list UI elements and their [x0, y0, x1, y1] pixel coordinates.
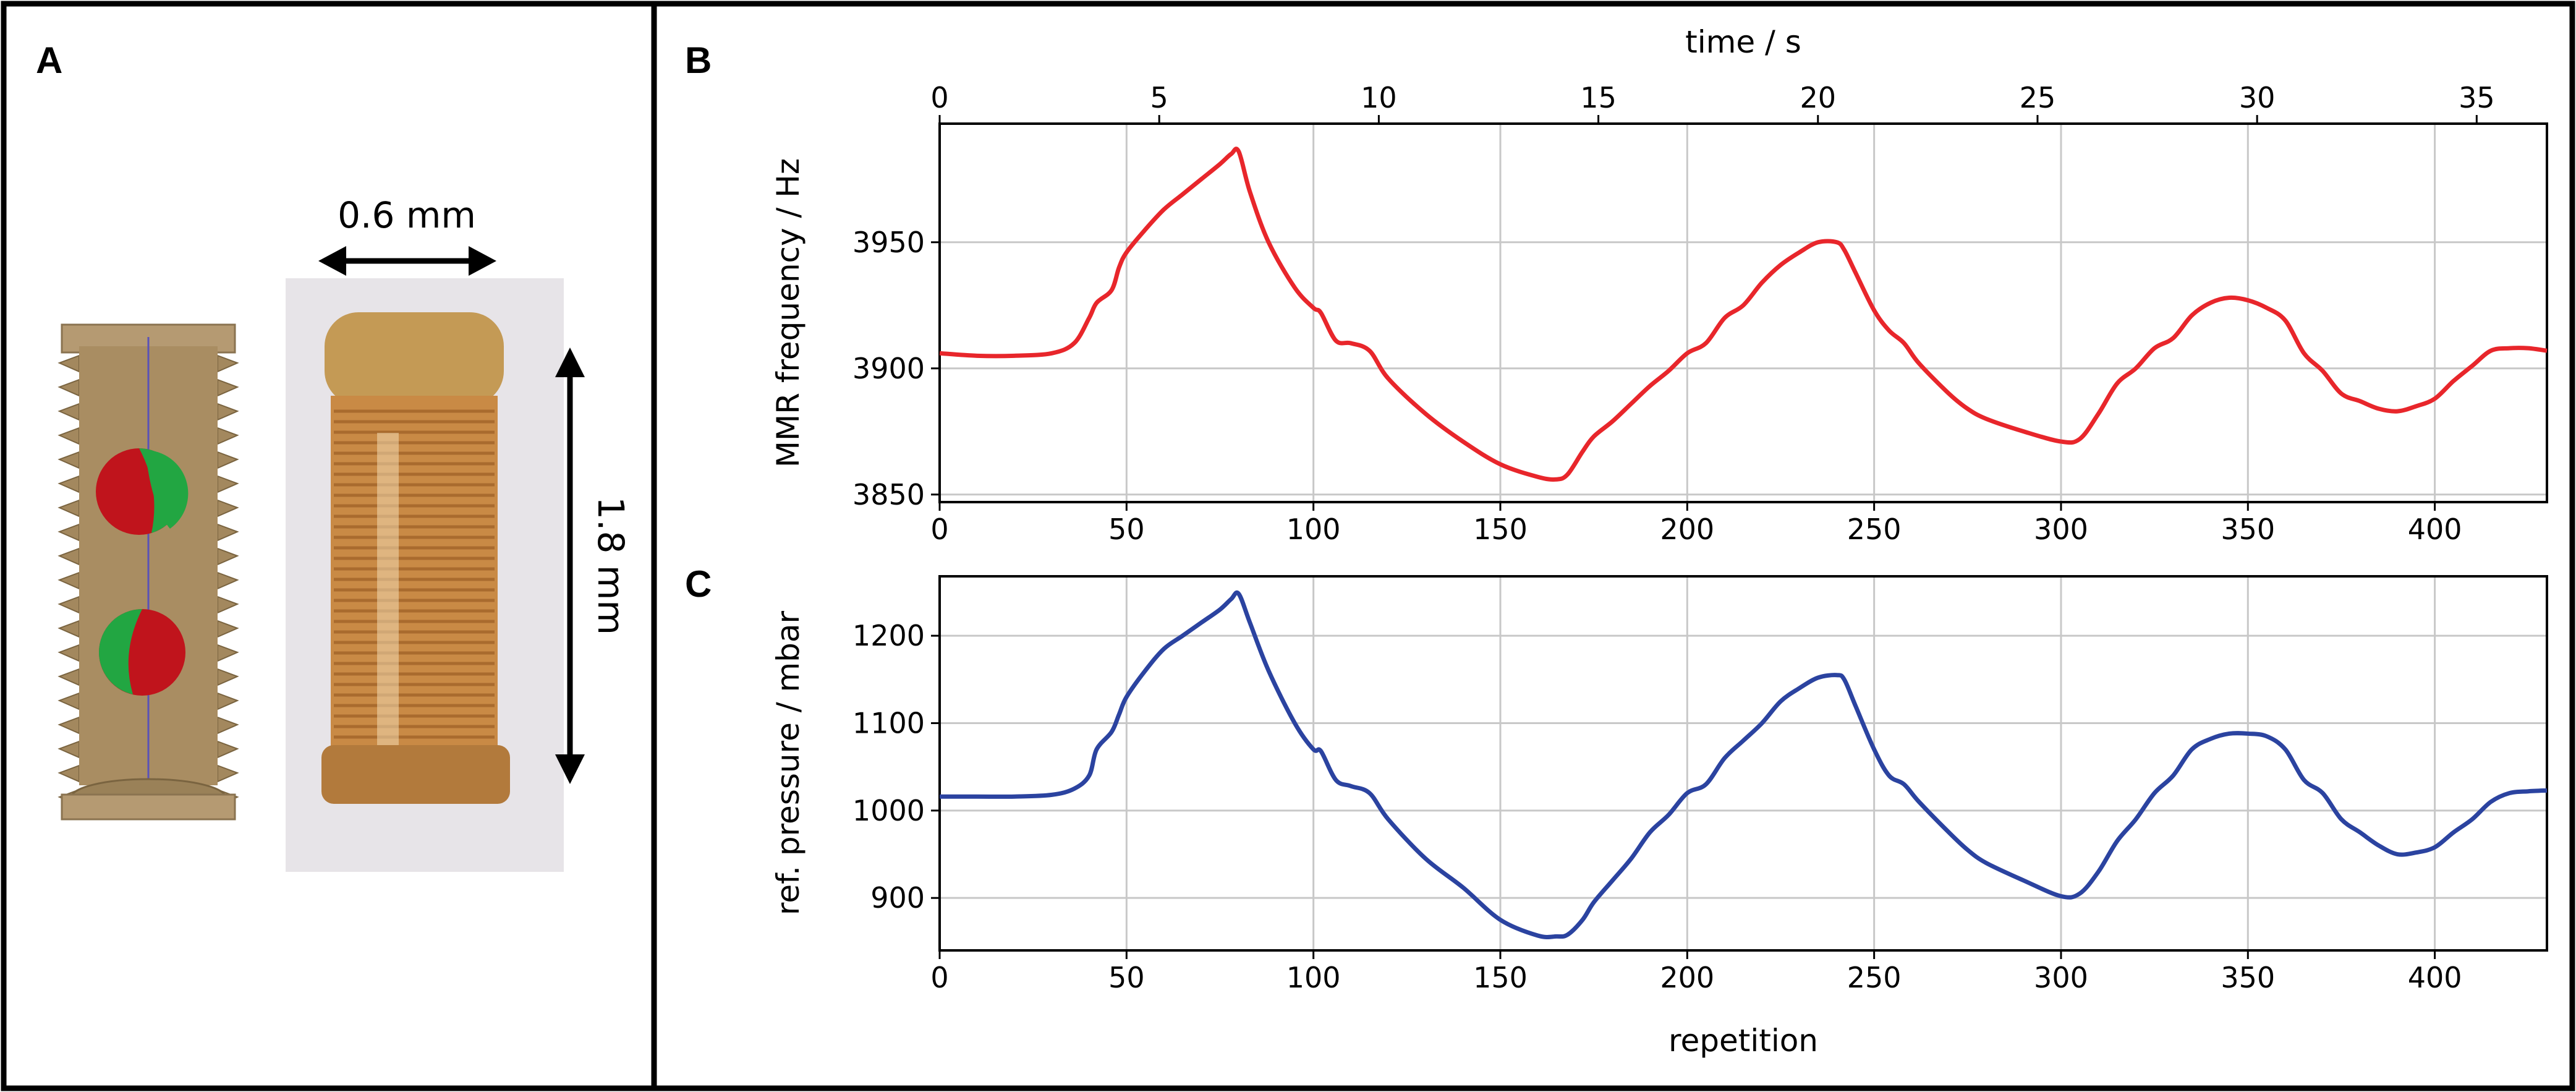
screw-cad-model: [57, 323, 239, 821]
length-label: 1.8 mm: [590, 497, 632, 635]
arrowhead-up-icon: [555, 348, 585, 377]
panel-letter-a: A: [36, 40, 62, 81]
chart-c: 0 50 100 150 200 250 300 350 400 900 1000 1100 1200…: [770, 575, 2548, 1059]
photo-screw-head: [325, 312, 504, 405]
x-tick-label: 0: [930, 513, 948, 546]
chart-b-series-line: [939, 147, 2548, 482]
panel-a: 0.6 mm 1.8 mm: [57, 194, 632, 872]
y-tick-label: 900: [870, 881, 925, 915]
x-tick-label: 50: [1108, 961, 1145, 994]
chart-b-top-axis-title: time / s: [1685, 24, 1801, 60]
panel-letter-c: C: [685, 563, 712, 605]
x-tick-label: 400: [2408, 513, 2462, 546]
y-tick-label: 3850: [852, 478, 925, 511]
x-tick-label: 200: [1660, 961, 1714, 994]
chart-c-frame: [938, 575, 2548, 952]
chart-c-grid: [938, 576, 2547, 950]
top-tick-label: 25: [2020, 81, 2056, 114]
sphere-upper: [96, 448, 189, 535]
x-tick-label: 200: [1660, 513, 1714, 546]
top-tick-label: 5: [1150, 81, 1168, 114]
x-tick-label: 50: [1108, 513, 1145, 546]
arrowhead-down-icon: [555, 754, 585, 784]
y-tick-label: 3900: [852, 352, 925, 385]
x-tick-label: 400: [2408, 961, 2462, 994]
top-tick-label: 20: [1800, 81, 1836, 114]
chart-b: 0 50 100 150 200 250 300 350 400 3850 3900 3950 0 5…: [770, 24, 2548, 546]
chart-b-x-ticks: 0 50 100 150 200 250 300 350 400: [930, 502, 2462, 546]
length-dimension: 1.8 mm: [555, 348, 632, 784]
x-tick-label: 100: [1286, 513, 1341, 546]
chart-b-y-ticks: 3850 3900 3950: [852, 226, 940, 511]
chart-c-y-axis-title: ref. pressure / mbar: [770, 610, 806, 915]
y-tick-label: 1000: [852, 794, 925, 827]
panel-letter-b: B: [685, 40, 712, 81]
x-tick-label: 350: [2221, 961, 2275, 994]
chart-b-frame: [938, 122, 2548, 503]
chart-b-y-axis-title: MMR frequency / Hz: [770, 158, 806, 467]
chart-b-top-ticks: 0 5 10 15 20 25 30 35: [930, 81, 2495, 124]
x-tick-label: 300: [2034, 961, 2088, 994]
x-tick-label: 0: [930, 961, 948, 994]
y-tick-label: 1100: [852, 706, 925, 740]
chart-c-y-ticks: 900 1000 1100 1200: [852, 619, 940, 915]
x-tick-label: 150: [1473, 961, 1528, 994]
chart-c-x-axis-title: repetition: [1668, 1023, 1818, 1059]
sphere-lower: [99, 609, 185, 696]
top-tick-label: 10: [1361, 81, 1397, 114]
x-tick-label: 350: [2221, 513, 2275, 546]
x-tick-label: 250: [1847, 513, 1902, 546]
photo-threads: [334, 409, 495, 749]
screw-photo: [286, 278, 564, 872]
x-tick-label: 100: [1286, 961, 1341, 994]
arrowhead-right-icon: [469, 246, 496, 276]
y-tick-label: 1200: [852, 619, 925, 652]
chart-c-series-line: [940, 590, 2548, 939]
arrowhead-left-icon: [318, 246, 346, 276]
chart-b-grid: [938, 124, 2547, 502]
top-tick-label: 35: [2459, 81, 2495, 114]
x-tick-label: 150: [1473, 513, 1528, 546]
top-tick-label: 15: [1580, 81, 1617, 114]
width-dimension: 0.6 mm: [318, 194, 496, 276]
width-label: 0.6 mm: [338, 194, 476, 236]
x-tick-label: 250: [1847, 961, 1902, 994]
top-tick-label: 30: [2239, 81, 2276, 114]
photo-screw-body: [331, 396, 498, 773]
photo-screw-base: [321, 745, 510, 804]
chart-c-x-ticks: 0 50 100 150 200 250 300 350 400: [930, 950, 2462, 994]
y-tick-label: 3950: [852, 226, 925, 259]
x-tick-label: 300: [2034, 513, 2088, 546]
top-tick-label: 0: [930, 81, 948, 114]
